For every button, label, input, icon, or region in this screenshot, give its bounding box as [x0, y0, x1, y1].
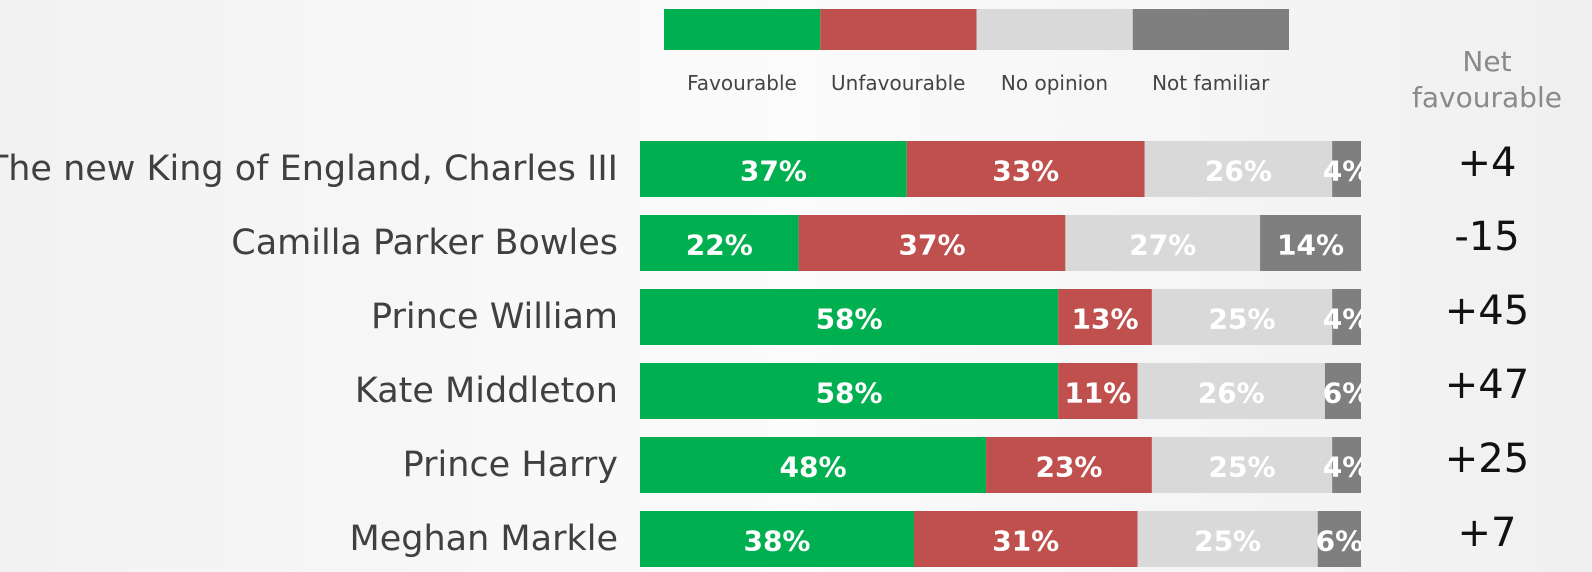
- category-label: Prince Harry: [403, 445, 618, 485]
- net-favourable-value: +47: [1445, 362, 1529, 408]
- bar-segment: [906, 141, 1145, 197]
- value-label: 27%: [1129, 229, 1196, 262]
- bar-segment: [1058, 289, 1152, 345]
- bar-segment: [1260, 215, 1361, 271]
- bar-segment: [1332, 141, 1361, 197]
- value-label: 31%: [992, 525, 1059, 558]
- value-label: 4%: [1323, 303, 1371, 336]
- bar-segment: [1332, 289, 1361, 345]
- value-label: 23%: [1035, 451, 1102, 484]
- value-label: 48%: [780, 451, 847, 484]
- bar-segment: [798, 215, 1066, 271]
- legend-label: Not familiar: [1152, 71, 1270, 95]
- value-label: 11%: [1064, 377, 1131, 410]
- bar-segment: [1065, 215, 1261, 271]
- bar-segment: [1144, 141, 1333, 197]
- net-favourable-value: +45: [1445, 288, 1529, 334]
- value-label: 4%: [1323, 155, 1371, 188]
- legend-swatch: [820, 9, 977, 50]
- value-label: 37%: [898, 229, 965, 262]
- bar-segment: [1058, 363, 1138, 419]
- legend-swatch: [976, 9, 1133, 50]
- bar-segment: [640, 437, 987, 493]
- value-label: 22%: [686, 229, 753, 262]
- bar-segment: [1324, 363, 1361, 419]
- bar-segment: [640, 511, 914, 567]
- value-label: 58%: [816, 303, 883, 336]
- net-favourable-value: +7: [1458, 510, 1517, 556]
- bars: 37% 33% 26% 4% 22% 37% 27% 14% 58% 13% 25% 4% 58% 11%…: [640, 141, 1371, 567]
- bar-segment: [640, 215, 799, 271]
- legend-label: Favourable: [687, 71, 797, 95]
- category-label: Prince William: [371, 297, 618, 337]
- value-label: 25%: [1209, 451, 1276, 484]
- legend-swatch: [664, 9, 821, 50]
- bar-segment: [1137, 363, 1325, 419]
- net-favourable-value: -15: [1454, 214, 1519, 260]
- legend-label: Unfavourable: [831, 71, 965, 95]
- category-label: Meghan Markle: [350, 519, 618, 559]
- value-label: 25%: [1209, 303, 1276, 336]
- value-label: 6%: [1316, 525, 1364, 558]
- net-favourable-title: Net favourable: [1412, 45, 1562, 114]
- value-label: 38%: [743, 525, 810, 558]
- bar-segment: [986, 437, 1152, 493]
- bar-segment: [1137, 511, 1318, 567]
- value-label: 26%: [1198, 377, 1265, 410]
- value-label: 14%: [1277, 229, 1344, 262]
- bar-segment: [1151, 437, 1333, 493]
- legend-label: No opinion: [1001, 71, 1108, 95]
- bar-segment: [640, 363, 1059, 419]
- bar-segment: [1317, 511, 1361, 567]
- value-label: 58%: [816, 377, 883, 410]
- category-label: Kate Middleton: [355, 371, 618, 411]
- bar-segment: [640, 141, 907, 197]
- value-label: 37%: [740, 155, 807, 188]
- legend-swatch: [1132, 9, 1289, 50]
- value-label: 26%: [1205, 155, 1272, 188]
- category-label: Camilla Parker Bowles: [231, 223, 618, 263]
- value-label: 6%: [1323, 377, 1371, 410]
- value-label: 33%: [992, 155, 1059, 188]
- net-favourable-value: +25: [1445, 436, 1529, 482]
- value-label: 25%: [1194, 525, 1261, 558]
- net-favourable-value: +4: [1458, 140, 1517, 186]
- value-label: 13%: [1072, 303, 1139, 336]
- bar-segment: [1332, 437, 1361, 493]
- bar-segment: [1151, 289, 1333, 345]
- bar-segment: [913, 511, 1138, 567]
- value-label: 4%: [1323, 451, 1371, 484]
- category-label: The new King of England, Charles III: [0, 149, 618, 189]
- bar-segment: [640, 289, 1059, 345]
